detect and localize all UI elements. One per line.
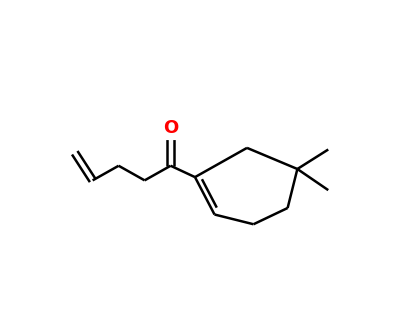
Text: O: O — [163, 119, 178, 137]
